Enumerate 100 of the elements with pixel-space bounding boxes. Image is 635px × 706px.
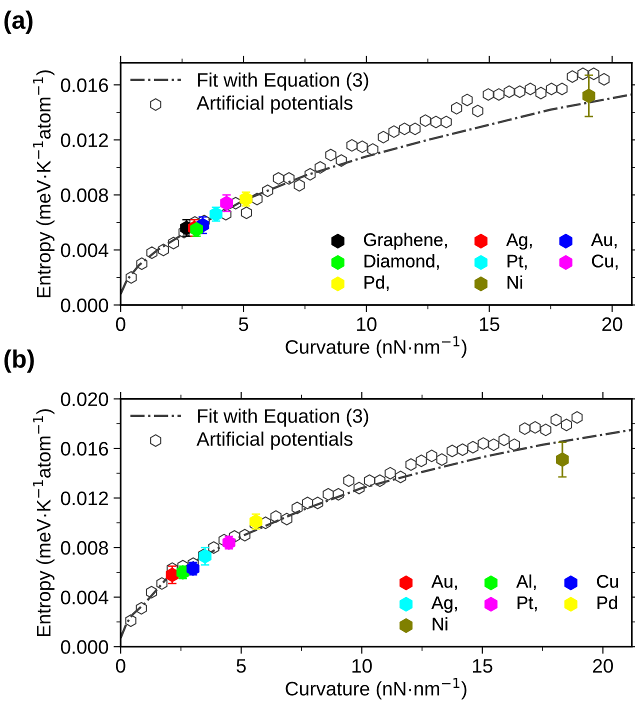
point <box>572 411 583 424</box>
point <box>356 140 368 154</box>
legend-label: Ni <box>432 617 448 630</box>
y-tick-label: 0.008 <box>60 541 108 555</box>
point <box>384 466 396 480</box>
point <box>451 102 462 115</box>
x-tick-label: 5 <box>236 659 246 673</box>
y-tick-label: 0.000 <box>60 298 108 312</box>
point <box>456 443 468 456</box>
y-tick-label: 0.012 <box>60 491 108 506</box>
point <box>125 614 136 628</box>
x-tick-label: 10 <box>357 317 376 332</box>
point <box>472 104 484 118</box>
point <box>530 421 541 434</box>
point <box>598 72 610 86</box>
point <box>322 488 334 501</box>
point <box>550 414 562 426</box>
legend-label: Pt, <box>508 254 527 270</box>
point <box>478 437 489 450</box>
line-series <box>120 428 632 640</box>
point <box>343 474 354 488</box>
point <box>498 433 510 446</box>
point <box>588 67 600 80</box>
point <box>409 122 421 136</box>
point <box>508 438 520 452</box>
point <box>556 82 568 96</box>
point <box>158 244 169 256</box>
y-tick-label: 0.000 <box>60 640 108 654</box>
y-tick-label: 0.004 <box>60 243 108 258</box>
y-axis-title: Entropy (meV·K$^{−1}$atom$^{−1}$) <box>33 409 54 636</box>
point <box>294 178 305 192</box>
x-tick-label: 15 <box>473 659 492 673</box>
point <box>540 424 552 436</box>
x-tick-label: 0 <box>116 659 126 673</box>
legend-label: Graphene, <box>364 232 447 250</box>
point <box>560 418 572 432</box>
point <box>416 454 427 468</box>
point <box>467 440 479 454</box>
legend-label: Pt, <box>518 596 537 612</box>
point <box>405 458 417 471</box>
y-tick-label: 0.016 <box>60 442 108 456</box>
x-axis-title: Curvature (nN·nm$^{−1}$) <box>286 678 466 700</box>
legend-label: Diamond, <box>364 254 439 270</box>
point <box>272 172 284 185</box>
point <box>582 88 596 104</box>
legend-label: Fit with Equation (3) <box>198 408 368 427</box>
point <box>577 67 589 80</box>
point <box>240 206 252 220</box>
y-tick-label: 0.008 <box>60 188 108 202</box>
legend-label: Ni <box>508 276 522 289</box>
point <box>519 422 530 435</box>
point <box>556 452 569 467</box>
chart-title: (a) <box>4 10 32 34</box>
legend-label: Artificial potentials <box>196 96 352 114</box>
legend-label: Ag, <box>431 596 457 613</box>
x-tick-label: 20 <box>593 659 613 673</box>
y-tick-label: 0.016 <box>60 78 108 92</box>
point <box>166 568 179 582</box>
x-tick-label: 10 <box>352 659 372 673</box>
y-tick-label: 0.004 <box>60 590 108 604</box>
legend-label: Au, <box>431 575 457 590</box>
point <box>398 122 410 136</box>
x-tick-label: 5 <box>238 318 248 332</box>
x-tick-label: 15 <box>480 318 500 332</box>
point <box>283 172 295 185</box>
legend-label: Au, <box>591 233 617 248</box>
point <box>378 130 389 144</box>
point <box>426 450 438 462</box>
point <box>524 82 536 96</box>
legend-label: Pd <box>598 596 618 610</box>
point <box>462 94 473 106</box>
y-axis-title: Entropy (meV·K$^{−1}$atom$^{−1}$) <box>33 70 54 298</box>
point <box>388 125 400 138</box>
legend-label: Artificial potentials <box>196 432 352 450</box>
point <box>364 474 376 488</box>
point <box>514 85 526 98</box>
legend-label: Cu <box>597 575 618 588</box>
legend-label: Pd, <box>364 276 389 291</box>
point <box>566 70 578 83</box>
legend-label: Cu, <box>592 254 618 270</box>
point <box>346 139 358 152</box>
y-tick-label: 0.012 <box>60 133 108 148</box>
point <box>546 82 558 96</box>
point <box>420 114 431 127</box>
point <box>488 438 500 452</box>
y-tick-label: 0.020 <box>60 392 108 406</box>
x-tick-label: 20 <box>602 317 622 332</box>
point <box>262 184 274 198</box>
point <box>430 116 442 128</box>
point <box>436 453 448 466</box>
point <box>325 148 336 162</box>
x-tick-label: 0 <box>116 317 126 332</box>
point <box>482 88 494 101</box>
x-axis-title: Curvature (nN·nm$^{−1}$) <box>286 336 466 358</box>
chart-title: (b) <box>4 349 34 373</box>
point <box>126 271 137 284</box>
legend-label: Fit with Equation (3) <box>198 72 368 91</box>
line-series <box>120 93 632 296</box>
point <box>446 444 458 458</box>
point <box>367 143 378 156</box>
